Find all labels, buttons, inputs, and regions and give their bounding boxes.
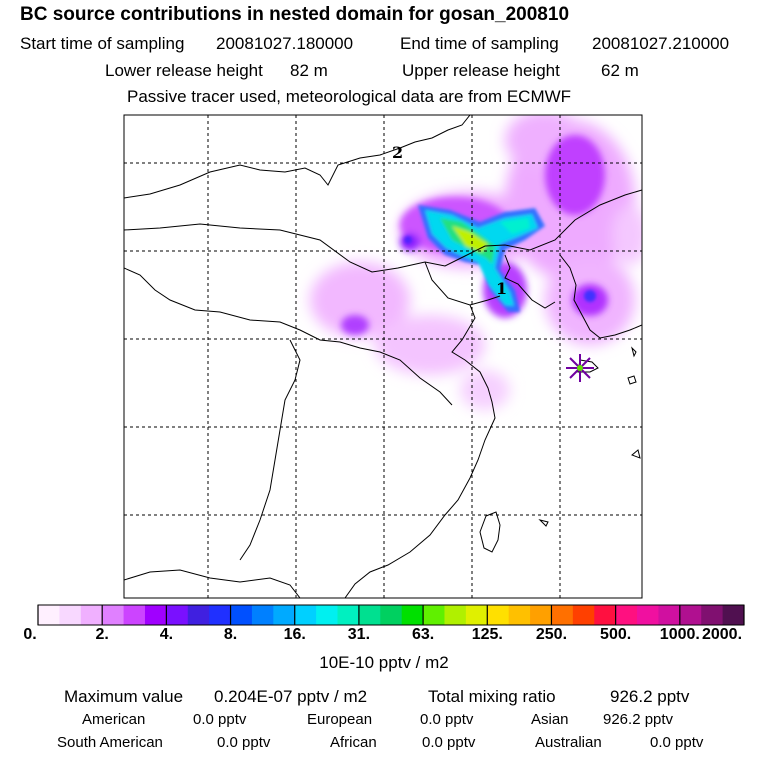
- start-time-value: 20081027.180000: [216, 34, 354, 53]
- colorbar-swatch: [401, 605, 424, 625]
- colorbar-tick-label: 0.: [23, 626, 37, 643]
- colorbar: [37, 604, 745, 626]
- colorbar-tick-label: 500.: [600, 626, 632, 643]
- colorbar-swatch: [230, 605, 253, 625]
- colorbar-swatch: [59, 605, 82, 625]
- region-value-asian: 926.2 pptv: [603, 711, 674, 728]
- colorbar-swatch: [615, 605, 638, 625]
- start-time-label: Start time of sampling: [20, 34, 185, 53]
- colorbar-swatch: [38, 605, 60, 625]
- colorbar-swatch: [487, 605, 510, 625]
- region-name-australian: Australian: [535, 734, 602, 751]
- max-value: 0.204E-07 pptv / m2: [214, 687, 368, 706]
- colorbar-tick-label: 8.: [223, 626, 238, 643]
- colorbar-tick-label: 250.: [535, 626, 568, 643]
- colorbar-tick-label: 4.: [159, 626, 174, 643]
- station-star-icon: [566, 354, 594, 382]
- lower-height-label: Lower release height: [105, 61, 263, 80]
- colorbar-swatch: [658, 605, 681, 625]
- colorbar-swatch: [594, 605, 617, 625]
- tracer-note: Passive tracer used, meteorological data…: [127, 87, 572, 106]
- colorbar-frame: [37, 604, 745, 626]
- colorbar-swatch: [701, 605, 724, 625]
- colorbar-swatch: [80, 605, 103, 625]
- colorbar-swatch: [551, 605, 574, 625]
- marker-label-1: 1: [496, 279, 507, 298]
- colorbar-tick-label: 31.: [347, 626, 371, 643]
- colorbar-swatch: [273, 605, 296, 625]
- upper-height-value: 62 m: [601, 61, 639, 80]
- colorbar-swatch: [166, 605, 189, 625]
- colorbar-tick-label: 2.: [95, 626, 109, 643]
- graticule: [124, 115, 642, 598]
- region-value-european: 0.0 pptv: [420, 711, 474, 728]
- map-panel: 2 1: [124, 115, 642, 598]
- colorbar-swatch: [508, 605, 531, 625]
- region-name-asian: Asian: [531, 711, 569, 728]
- colorbar-tick-label: 16.: [283, 626, 306, 643]
- colorbar-swatch: [316, 605, 339, 625]
- plot-title: BC source contributions in nested domain…: [20, 4, 570, 25]
- coastlines: [124, 115, 642, 598]
- colorbar-swatch: [294, 605, 317, 625]
- total-mixing-label: Total mixing ratio: [428, 687, 556, 706]
- colorbar-swatch: [251, 605, 274, 625]
- end-time-value: 20081027.210000: [592, 34, 730, 53]
- region-name-south-american: South American: [57, 734, 163, 751]
- lower-height-value: 82 m: [290, 61, 328, 80]
- colorbar-tick-label: 1000.: [659, 626, 700, 643]
- colorbar-swatch: [444, 605, 467, 625]
- colorbar-swatch: [637, 605, 659, 625]
- region-value-south-american: 0.0 pptv: [217, 734, 271, 751]
- region-value-african: 0.0 pptv: [422, 734, 476, 751]
- colorbar-swatch: [123, 605, 146, 625]
- colorbar-swatch: [423, 605, 445, 625]
- region-value-american: 0.0 pptv: [193, 711, 247, 728]
- colorbar-swatch: [380, 605, 403, 625]
- colorbar-tick-label: 2000.: [701, 626, 743, 643]
- region-value-australian: 0.0 pptv: [650, 734, 704, 751]
- colorbar-swatch: [102, 605, 125, 625]
- colorbar-swatch: [187, 605, 210, 625]
- colorbar-unit: 10E-10 pptv / m2: [319, 653, 449, 672]
- colorbar-swatch: [144, 605, 167, 625]
- colorbar-swatch: [722, 605, 745, 625]
- upper-height-label: Upper release height: [402, 61, 560, 80]
- region-name-european: European: [307, 711, 373, 728]
- end-time-label: End time of sampling: [400, 34, 559, 53]
- colorbar-swatch: [530, 605, 552, 625]
- marker-label-2: 2: [392, 143, 403, 162]
- plume-core: [404, 205, 596, 312]
- region-name-african: African: [330, 734, 377, 751]
- colorbar-swatch: [358, 605, 381, 625]
- region-name-american: American: [82, 711, 146, 728]
- colorbar-swatch: [679, 605, 702, 625]
- colorbar-tick-label: 63.: [411, 626, 435, 643]
- colorbar-swatch: [337, 605, 360, 625]
- map-frame: [123, 114, 643, 599]
- colorbar-swatch: [465, 605, 488, 625]
- colorbar-swatch: [209, 605, 232, 625]
- colorbar-swatch: [572, 605, 595, 625]
- colorbar-tick-label: 125.: [471, 626, 503, 643]
- max-value-label: Maximum value: [64, 687, 184, 706]
- total-mixing-value: 926.2 pptv: [610, 687, 690, 706]
